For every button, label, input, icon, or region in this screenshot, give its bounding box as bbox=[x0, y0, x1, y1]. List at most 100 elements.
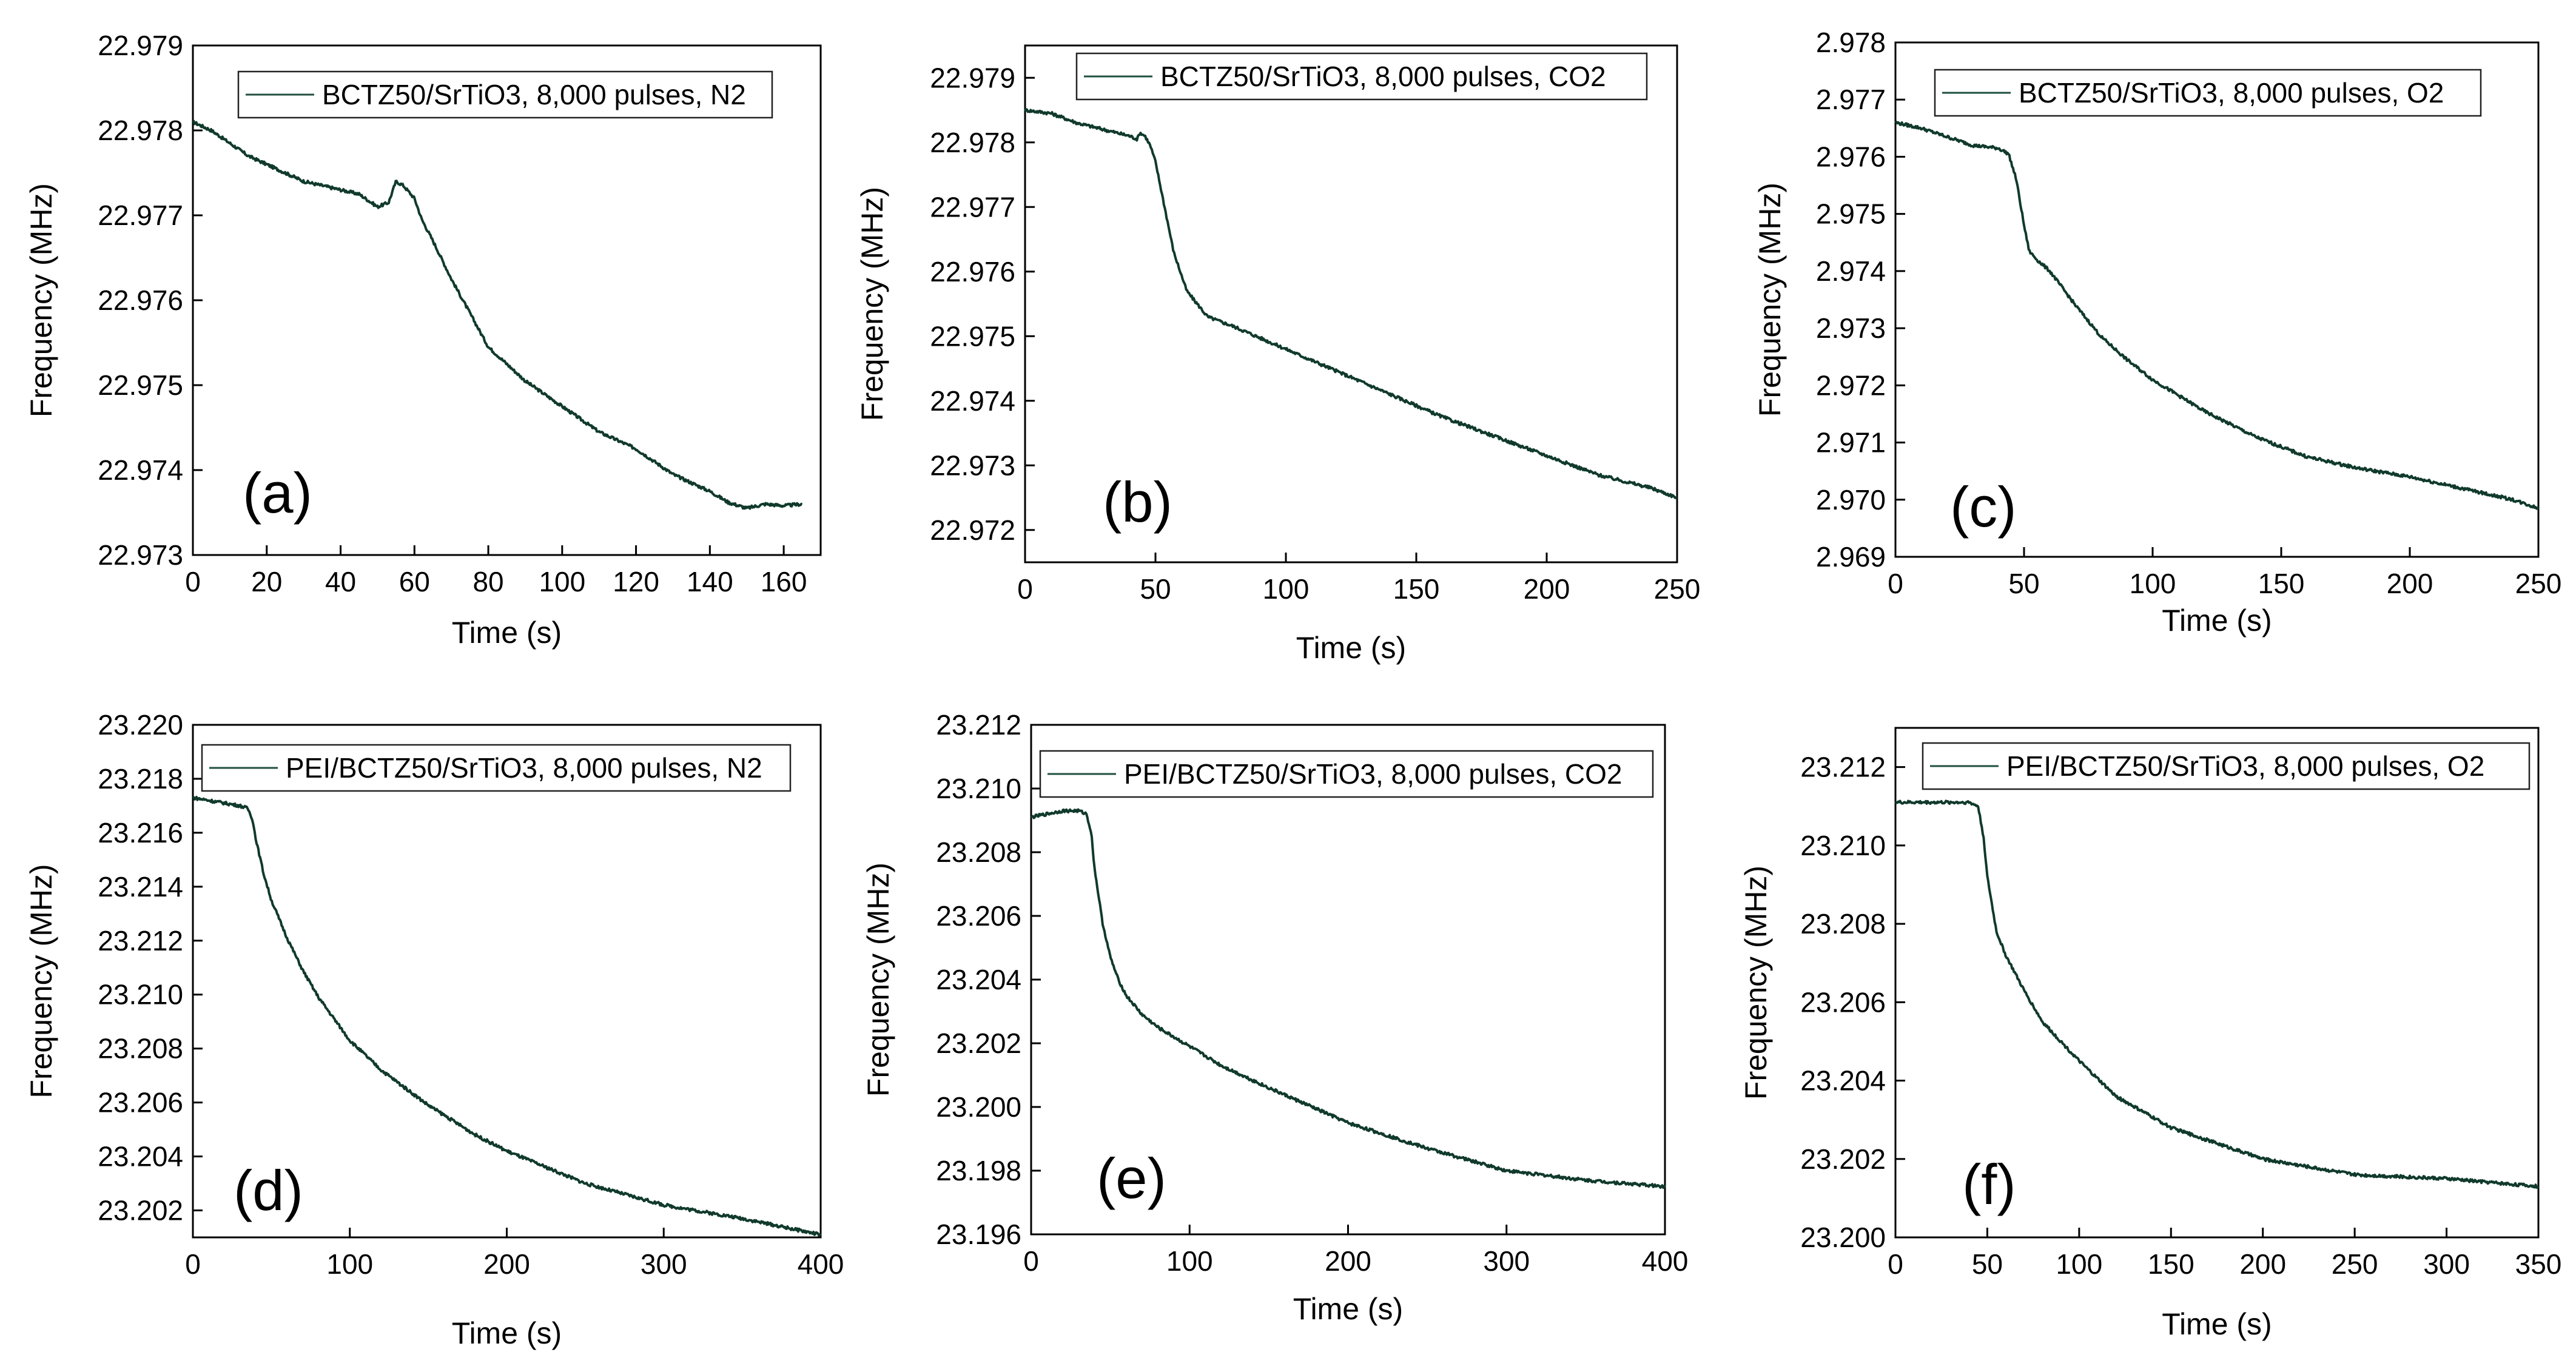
panel-f-y-tick-label: 23.204 bbox=[1800, 1065, 1886, 1097]
panel-c-y-tick-label: 2.977 bbox=[1816, 84, 1886, 115]
panel-c-y-axis-title: Frequency (MHz) bbox=[1753, 183, 1787, 417]
panel-c: 0 50 100 150 200 250 2.969 2.970 2.971 2.972 2.973… bbox=[1753, 27, 2561, 637]
panel-a-y-axis-title: Frequency (MHz) bbox=[24, 183, 58, 417]
panel-b-legend-box bbox=[1075, 52, 1648, 101]
panel-d-y-tick-label: 23.220 bbox=[98, 709, 183, 741]
panel-a-legend: BCTZ50/SrTiO3, 8,000 pulses, N2 bbox=[237, 70, 773, 119]
panel-b-plot-frame bbox=[1024, 44, 1678, 563]
panel-b-panel-label: (b) bbox=[1103, 470, 1172, 534]
panel-b-legend-label: BCTZ50/SrTiO3, 8,000 pulses, CO2 bbox=[1160, 61, 1606, 92]
panel-d-y-tick-label: 23.212 bbox=[98, 925, 183, 957]
panel-b-x-tick-label: 250 bbox=[1654, 573, 1701, 605]
panel-a-x-tick-label: 60 bbox=[399, 566, 430, 597]
panel-d-legend-box bbox=[201, 744, 792, 792]
panel-b-y-tick-label: 22.975 bbox=[930, 320, 1015, 352]
panel-c-plot-frame bbox=[1894, 41, 2540, 558]
panel-f-y-tick-label: 23.208 bbox=[1800, 908, 1886, 940]
panel-f-x-tick-label: 350 bbox=[2515, 1248, 2562, 1280]
panel-e-legend-box bbox=[1039, 750, 1654, 798]
panel-f-legend: PEI/BCTZ50/SrTiO3, 8,000 pulses, O2 bbox=[1922, 742, 2531, 790]
panel-d-y-tick-label: 23.218 bbox=[98, 763, 183, 795]
panel-d-x-tick-label: 100 bbox=[326, 1248, 373, 1280]
panel-a-x-tick-label: 20 bbox=[251, 566, 282, 597]
panel-e-x-tick-label: 100 bbox=[1166, 1245, 1213, 1277]
panel-d-y-tick-label: 23.214 bbox=[98, 871, 183, 903]
panel-b-x-tick-label: 200 bbox=[1524, 573, 1570, 605]
panel-d-y-tick-label: 23.206 bbox=[98, 1087, 183, 1118]
panel-f-x-tick-label: 250 bbox=[2332, 1248, 2378, 1280]
panel-e: 0 100 200 300 400 23.196 23.198 23.200 23.202 23.… bbox=[861, 709, 1688, 1326]
panel-f-x-tick-label: 0 bbox=[1888, 1248, 1903, 1280]
panel-d-x-tick-label: 400 bbox=[798, 1248, 844, 1280]
panel-e-y-tick-label: 23.208 bbox=[936, 836, 1021, 868]
panel-a-y-tick-label: 22.973 bbox=[98, 539, 183, 571]
panel-f-y-tick-label: 23.212 bbox=[1800, 752, 1886, 783]
panel-d-legend-label: PEI/BCTZ50/SrTiO3, 8,000 pulses, N2 bbox=[286, 752, 762, 784]
panel-a-panel-label: (a) bbox=[243, 461, 312, 525]
panel-d-y-axis-title: Frequency (MHz) bbox=[24, 864, 58, 1098]
panel-a-legend-label: BCTZ50/SrTiO3, 8,000 pulses, N2 bbox=[322, 79, 746, 110]
panel-e-x-tick-label: 300 bbox=[1483, 1245, 1530, 1277]
panel-b-x-axis-title: Time (s) bbox=[1296, 631, 1406, 665]
panel-d-x-tick-label: 200 bbox=[483, 1248, 530, 1280]
panel-e-x-tick-label: 0 bbox=[1023, 1245, 1039, 1277]
panel-f-x-tick-label: 100 bbox=[2056, 1248, 2102, 1280]
panel-d-x-axis-title: Time (s) bbox=[452, 1316, 562, 1350]
panel-c-y-tick-label: 2.970 bbox=[1816, 484, 1886, 516]
panel-f-x-axis-title: Time (s) bbox=[2162, 1307, 2272, 1341]
panel-e-y-tick-label: 23.202 bbox=[936, 1028, 1021, 1059]
panel-f-legend-label: PEI/BCTZ50/SrTiO3, 8,000 pulses, O2 bbox=[2006, 750, 2484, 782]
panel-c-y-tick-label: 2.969 bbox=[1816, 541, 1886, 573]
panel-f-y-axis-title: Frequency (MHz) bbox=[1739, 866, 1773, 1100]
panel-b-y-tick-label: 22.972 bbox=[930, 514, 1015, 546]
panel-f-y-tick-label: 23.202 bbox=[1800, 1143, 1886, 1175]
panel-e-y-tick-label: 23.212 bbox=[936, 709, 1021, 741]
panel-f-x-tick-label: 50 bbox=[1972, 1248, 2003, 1280]
panel-e-y-tick-label: 23.210 bbox=[936, 773, 1021, 804]
panel-b-y-tick-label: 22.974 bbox=[930, 385, 1015, 417]
panel-c-x-tick-label: 250 bbox=[2515, 568, 2562, 599]
panel-e-series-line bbox=[1030, 808, 1666, 1189]
panel-a-legend-box bbox=[237, 70, 773, 119]
panel-b-y-tick-label: 22.973 bbox=[930, 449, 1015, 481]
panel-d-y-tick-label: 23.216 bbox=[98, 817, 183, 849]
panel-b-y-tick-label: 22.976 bbox=[930, 256, 1015, 288]
panel-c-panel-label: (c) bbox=[1950, 475, 2017, 539]
panel-f-x-tick-label: 200 bbox=[2239, 1248, 2286, 1280]
panel-d-x-tick-label: 0 bbox=[185, 1248, 201, 1280]
panel-f-plot-frame bbox=[1894, 727, 2540, 1239]
panel-e-y-tick-label: 23.204 bbox=[936, 964, 1021, 995]
panel-e-x-tick-label: 400 bbox=[1642, 1245, 1689, 1277]
panel-b-x-tick-label: 150 bbox=[1393, 573, 1440, 605]
panel-e-y-tick-label: 23.200 bbox=[936, 1091, 1021, 1123]
panel-f-legend-box bbox=[1922, 742, 2531, 790]
panel-c-x-tick-label: 50 bbox=[2008, 568, 2039, 599]
panel-a-y-tick-label: 22.979 bbox=[98, 30, 183, 61]
panel-a-y-tick-label: 22.976 bbox=[98, 284, 183, 316]
panel-d-y-tick-label: 23.204 bbox=[98, 1141, 183, 1172]
panel-c-x-tick-label: 200 bbox=[2387, 568, 2433, 599]
panel-e-y-axis-title: Frequency (MHz) bbox=[861, 863, 895, 1097]
panel-e-panel-label: (e) bbox=[1097, 1146, 1166, 1210]
panel-a-x-axis-title: Time (s) bbox=[452, 616, 562, 650]
panel-c-y-tick-label: 2.971 bbox=[1816, 427, 1886, 459]
panel-e-legend-label: PEI/BCTZ50/SrTiO3, 8,000 pulses, CO2 bbox=[1124, 758, 1623, 790]
panel-a-x-tick-label: 120 bbox=[613, 566, 659, 597]
panel-d: 0 100 200 300 400 23.202 23.204 23.206 23.208 23.… bbox=[24, 709, 844, 1350]
panel-e-y-tick-label: 23.206 bbox=[936, 900, 1021, 932]
panel-a-x-tick-label: 140 bbox=[687, 566, 733, 597]
panel-b-series-line bbox=[1024, 108, 1678, 499]
panel-a-series-line bbox=[192, 119, 803, 510]
panel-b-y-tick-label: 22.978 bbox=[930, 127, 1015, 158]
panel-b-x-tick-label: 50 bbox=[1140, 573, 1171, 605]
panel-b-y-tick-label: 22.979 bbox=[930, 62, 1015, 93]
panel-b-y-tick-label: 22.977 bbox=[930, 191, 1015, 223]
panel-e-legend: PEI/BCTZ50/SrTiO3, 8,000 pulses, CO2 bbox=[1039, 750, 1654, 798]
panel-b-x-tick-label: 0 bbox=[1017, 573, 1033, 605]
panel-e-y-tick-label: 23.196 bbox=[936, 1219, 1021, 1250]
panel-d-y-tick-label: 23.202 bbox=[98, 1195, 183, 1226]
panel-c-y-tick-label: 2.972 bbox=[1816, 369, 1886, 401]
panel-d-x-tick-label: 300 bbox=[641, 1248, 687, 1280]
panel-a-x-tick-label: 40 bbox=[325, 566, 356, 597]
panel-c-legend-box bbox=[1934, 69, 2482, 117]
